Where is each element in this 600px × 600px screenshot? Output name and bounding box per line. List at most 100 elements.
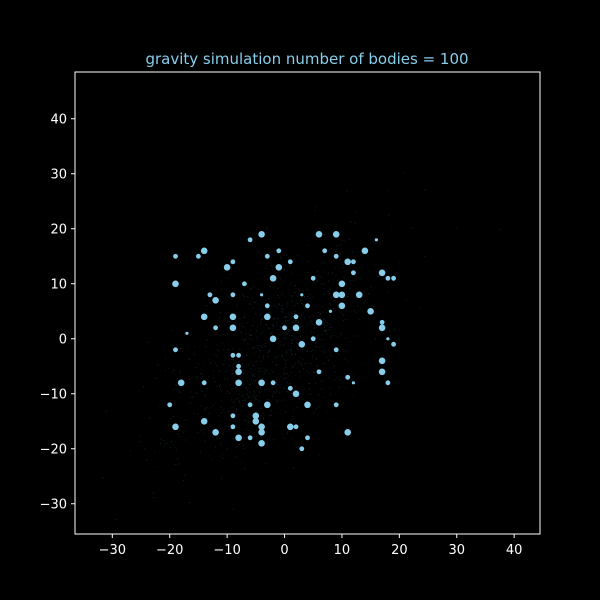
- haze-dot: [263, 372, 265, 374]
- haze-dot: [285, 334, 287, 336]
- haze-dot: [217, 350, 219, 352]
- haze-dot: [325, 329, 327, 331]
- haze-dot: [293, 313, 295, 315]
- haze-dot: [237, 397, 239, 399]
- haze-dot: [180, 348, 181, 349]
- data-point: [355, 291, 363, 299]
- haze-dot: [318, 406, 320, 408]
- haze-dot: [249, 329, 251, 331]
- haze-dot: [323, 288, 325, 290]
- haze-dot: [321, 350, 323, 352]
- haze-dot: [328, 223, 330, 225]
- haze-dot: [189, 402, 191, 404]
- haze-dot: [349, 287, 351, 289]
- haze-dot: [257, 325, 258, 327]
- haze-dot: [139, 441, 141, 443]
- data-point: [351, 270, 356, 276]
- haze-dot: [260, 318, 262, 320]
- haze-dot: [165, 357, 167, 359]
- haze-dot: [275, 386, 277, 388]
- haze-dot: [283, 373, 285, 375]
- haze-dot: [281, 311, 283, 312]
- haze-dot: [362, 299, 364, 301]
- haze-dot: [291, 345, 293, 347]
- data-point: [338, 291, 346, 299]
- haze-dot: [271, 332, 273, 334]
- haze-dot: [290, 364, 292, 366]
- haze-dot: [346, 190, 348, 192]
- y-tick-label: 10: [50, 277, 67, 292]
- haze-dot: [241, 410, 243, 412]
- haze-dot: [277, 287, 279, 289]
- haze-dot: [285, 350, 287, 352]
- haze-dot: [259, 350, 261, 351]
- haze-dot: [242, 373, 244, 374]
- haze-dot: [263, 316, 264, 318]
- haze-dot: [298, 333, 300, 335]
- haze-dot: [257, 345, 259, 347]
- haze-dot: [332, 418, 334, 419]
- haze-dot: [268, 298, 270, 300]
- haze-dot: [277, 364, 279, 366]
- haze-dot: [323, 324, 325, 326]
- haze-dot: [321, 334, 323, 336]
- haze-dot: [157, 364, 159, 366]
- haze-dot: [243, 316, 244, 318]
- haze-dot: [316, 315, 318, 317]
- haze-dot: [315, 408, 317, 410]
- haze-dot: [308, 383, 310, 384]
- haze-dot: [281, 344, 283, 346]
- haze-dot: [251, 304, 253, 306]
- haze-dot: [152, 493, 154, 495]
- haze-dot: [250, 288, 252, 290]
- haze-dot: [377, 276, 379, 278]
- haze-dot: [245, 419, 247, 421]
- haze-dot: [263, 295, 265, 297]
- data-point: [229, 313, 237, 321]
- haze-dot: [244, 338, 246, 340]
- haze-dot: [201, 373, 202, 375]
- data-point: [332, 231, 340, 238]
- haze-dot: [393, 329, 395, 331]
- haze-dot: [265, 463, 267, 465]
- haze-dot: [314, 210, 316, 211]
- haze-dot: [197, 392, 199, 394]
- haze-dot: [317, 365, 319, 367]
- haze-dot: [313, 377, 315, 379]
- haze-dot: [263, 412, 264, 414]
- haze-dot: [322, 396, 324, 398]
- haze-dot: [222, 457, 224, 459]
- haze-dot: [298, 279, 299, 281]
- haze-dot: [286, 303, 288, 305]
- haze-dot: [204, 440, 206, 442]
- haze-dot: [301, 259, 303, 261]
- haze-dot: [269, 422, 271, 424]
- haze-dot: [294, 337, 296, 339]
- haze-dot: [240, 349, 242, 351]
- haze-dot: [300, 326, 301, 328]
- haze-dot: [263, 357, 264, 359]
- data-point: [258, 429, 265, 436]
- haze-dot: [266, 227, 268, 229]
- haze-dot: [283, 344, 285, 346]
- haze-dot: [361, 363, 363, 365]
- haze-dot: [209, 302, 211, 304]
- haze-dot: [286, 382, 288, 384]
- data-point: [305, 435, 310, 441]
- haze-dot: [241, 326, 243, 328]
- data-point: [200, 418, 208, 425]
- haze-dot: [169, 418, 171, 420]
- haze-dot: [179, 373, 181, 375]
- haze-dot: [220, 406, 222, 408]
- x-tick-label: −20: [156, 543, 183, 558]
- data-point: [172, 423, 179, 431]
- haze-dot: [216, 344, 218, 346]
- haze-dot: [230, 399, 232, 401]
- haze-dot: [256, 395, 258, 397]
- haze-dot: [339, 258, 341, 260]
- haze-dot: [221, 391, 223, 393]
- haze-dot: [238, 401, 240, 403]
- haze-dot: [215, 354, 217, 356]
- haze-dot: [305, 345, 307, 347]
